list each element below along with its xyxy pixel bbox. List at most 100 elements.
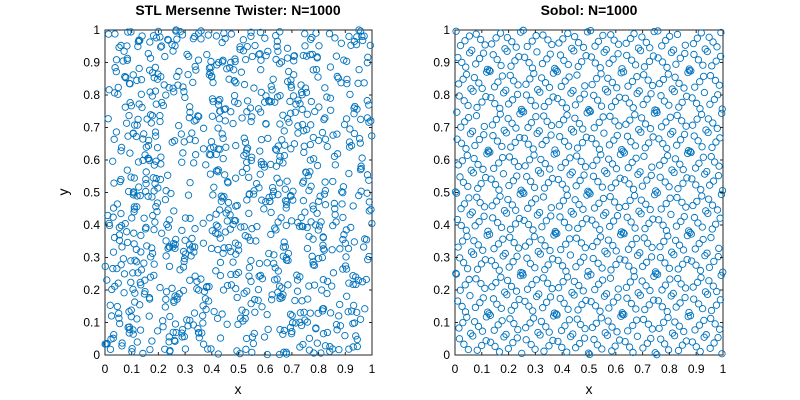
data-point	[469, 332, 477, 340]
x-tick-label: 0.7	[634, 362, 651, 376]
data-point	[460, 200, 469, 208]
data-point	[236, 45, 244, 54]
data-point	[640, 71, 648, 79]
data-point	[570, 277, 578, 286]
data-point	[491, 342, 499, 351]
data-point	[349, 202, 357, 210]
data-point	[254, 296, 262, 304]
data-point	[688, 338, 697, 346]
data-point	[663, 144, 671, 153]
data-point	[469, 250, 478, 259]
data-point	[305, 232, 313, 241]
data-point	[159, 323, 167, 331]
data-point	[152, 174, 160, 183]
data-point	[591, 59, 599, 67]
data-point	[472, 275, 480, 283]
data-point	[186, 316, 194, 325]
data-point	[660, 237, 668, 246]
data-point	[306, 35, 315, 44]
data-point	[615, 203, 623, 212]
data-point	[287, 83, 296, 92]
data-point	[466, 130, 475, 138]
data-point	[290, 71, 298, 79]
data-point	[588, 216, 596, 224]
data-point	[594, 37, 603, 46]
data-point	[148, 193, 156, 201]
data-point	[152, 100, 160, 108]
data-point	[700, 88, 709, 97]
data-point	[701, 252, 709, 260]
data-point	[236, 43, 244, 51]
data-point	[701, 45, 709, 53]
data-point	[524, 204, 532, 213]
data-point	[668, 329, 677, 337]
data-point	[219, 134, 227, 143]
data-point	[330, 199, 338, 208]
data-point	[576, 258, 585, 266]
data-point	[150, 225, 158, 234]
data-point	[190, 32, 199, 41]
data-point	[651, 349, 659, 357]
data-point	[573, 152, 581, 160]
data-point	[164, 35, 172, 44]
data-point	[298, 120, 307, 129]
data-point	[157, 160, 165, 168]
data-point	[627, 218, 635, 226]
data-point	[513, 334, 521, 342]
data-point	[659, 221, 667, 229]
data-point	[591, 302, 600, 310]
data-point	[562, 104, 571, 112]
data-point	[191, 243, 199, 251]
data-point	[554, 337, 562, 345]
data-point	[495, 348, 504, 356]
data-point	[112, 56, 121, 64]
data-point	[572, 182, 580, 190]
data-point	[129, 330, 137, 338]
data-point	[481, 41, 489, 49]
data-point	[209, 191, 217, 199]
data-point	[128, 345, 136, 353]
data-point	[613, 212, 622, 220]
data-point	[171, 337, 179, 345]
x-axis-label-mersenne: x	[235, 381, 242, 397]
data-point	[125, 79, 134, 88]
data-point	[493, 300, 501, 308]
data-point	[569, 86, 577, 95]
axes-box-mersenne	[104, 29, 373, 356]
data-point	[156, 33, 164, 41]
y-tick-label: 0.5	[83, 186, 100, 200]
data-point	[495, 159, 503, 167]
data-point	[611, 97, 620, 106]
data-point	[137, 266, 146, 274]
data-point	[173, 72, 181, 81]
data-point	[306, 156, 314, 164]
data-point	[160, 81, 168, 89]
data-point	[218, 194, 227, 202]
data-point	[361, 235, 369, 243]
data-point	[477, 279, 485, 288]
data-point	[689, 283, 697, 291]
data-point	[682, 122, 690, 130]
data-point	[586, 26, 595, 35]
data-point	[214, 166, 222, 174]
data-point	[480, 122, 488, 131]
data-point	[148, 112, 157, 120]
data-point	[590, 91, 598, 100]
data-point	[192, 66, 200, 74]
data-point	[462, 70, 471, 79]
data-point	[573, 315, 581, 323]
data-point	[260, 160, 268, 168]
data-point	[633, 332, 642, 340]
data-point	[345, 279, 353, 287]
data-point	[642, 258, 651, 266]
data-point	[186, 108, 194, 116]
data-point	[486, 148, 494, 156]
data-point	[481, 173, 490, 182]
data-point	[503, 276, 512, 285]
data-point	[487, 257, 496, 265]
data-point	[609, 217, 618, 225]
data-point	[461, 37, 469, 45]
data-point	[583, 109, 591, 117]
data-point	[595, 145, 604, 153]
data-point	[522, 80, 530, 88]
